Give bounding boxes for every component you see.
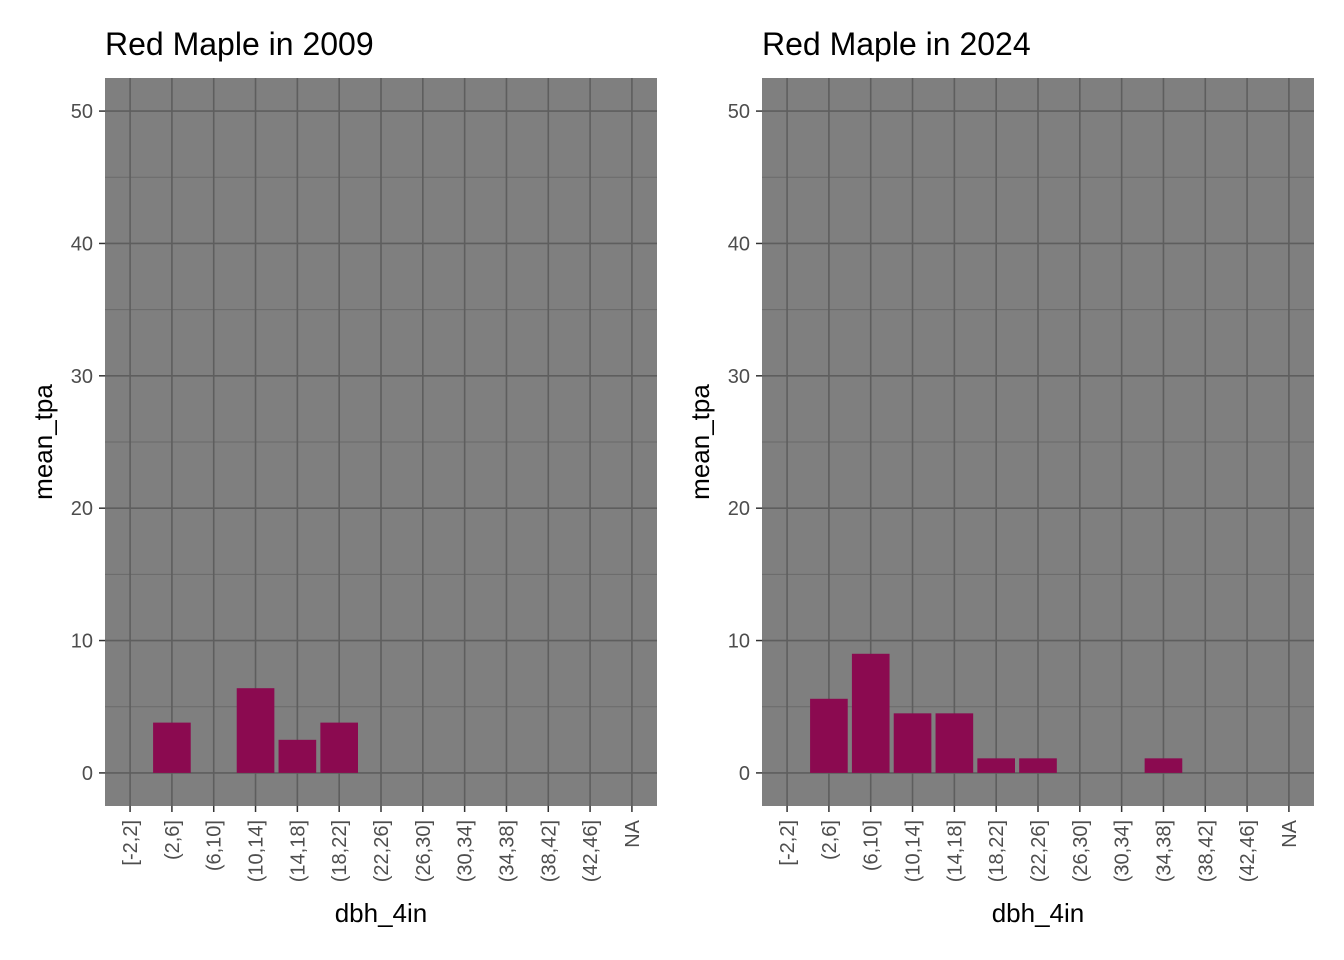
y-tick-label: 40 (728, 233, 750, 255)
chart-title: Red Maple in 2024 (762, 26, 1031, 62)
chart-red-maple-2009: Red Maple in 2009 0 10 20 30 40 50 [-2,2] (2,6] (… (28, 26, 657, 928)
x-tick-label: (6,10] (204, 820, 226, 871)
x-axis-title: dbh_4in (992, 898, 1085, 928)
x-tick-label: [-2,2] (777, 820, 799, 866)
x-tick-label: (26,30] (1070, 820, 1092, 882)
bar (320, 722, 358, 773)
y-tick-label: 20 (71, 498, 93, 520)
x-tick-label: (2,6] (162, 820, 184, 860)
bar (893, 713, 932, 773)
bar (851, 653, 890, 773)
bar (810, 698, 848, 773)
x-tick-label: (22,26] (1028, 820, 1050, 882)
x-tick-label: [-2,2] (120, 820, 142, 866)
bar (1019, 758, 1057, 773)
x-tick-label: NA (622, 819, 644, 847)
x-tick-label: (38,42] (1195, 820, 1217, 882)
y-tick-label: 40 (71, 233, 93, 255)
y-tick-label: 10 (728, 631, 750, 653)
x-tick-label: (34,38] (1153, 820, 1175, 882)
bar (153, 722, 191, 773)
x-tick-label: (14,18] (287, 820, 309, 882)
x-tick-label: (6,10] (861, 820, 883, 871)
x-tick-label: (30,34] (1112, 820, 1134, 882)
y-tick-label: 20 (728, 498, 750, 520)
x-tick-label: (14,18] (944, 820, 966, 882)
x-tick-label: NA (1279, 819, 1301, 847)
y-axis-title: mean_tpa (28, 384, 58, 500)
bar (278, 739, 317, 773)
bar (1144, 758, 1183, 773)
x-tick-label: (10,14] (246, 820, 268, 882)
x-tick-label: (38,42] (538, 820, 560, 882)
bar (935, 713, 974, 773)
y-tick-label: 50 (728, 101, 750, 123)
x-tick-label: (42,46] (1237, 820, 1259, 882)
bar (977, 758, 1015, 773)
x-tick-label: (10,14] (903, 820, 925, 882)
chart-title: Red Maple in 2009 (105, 26, 374, 62)
y-tick-label: 0 (82, 763, 93, 785)
chart-red-maple-2024: Red Maple in 2024 0 10 20 30 40 50 [-2,2] (2,6] (… (685, 26, 1314, 928)
y-axis-title: mean_tpa (685, 384, 715, 500)
x-tick-label: (34,38] (496, 820, 518, 882)
y-tick-label: 30 (71, 366, 93, 388)
x-axis-title: dbh_4in (335, 898, 428, 928)
bar (236, 688, 275, 773)
y-tick-label: 10 (71, 631, 93, 653)
x-tick-label: (18,22] (329, 820, 351, 882)
y-tick-label: 30 (728, 366, 750, 388)
y-tick-label: 0 (739, 763, 750, 785)
x-tick-label: (30,34] (455, 820, 477, 882)
x-tick-label: (26,30] (413, 820, 435, 882)
x-tick-label: (18,22] (986, 820, 1008, 882)
x-tick-label: (2,6] (819, 820, 841, 860)
y-tick-label: 50 (71, 101, 93, 123)
x-tick-label: (42,46] (580, 820, 602, 882)
x-tick-label: (22,26] (371, 820, 393, 882)
